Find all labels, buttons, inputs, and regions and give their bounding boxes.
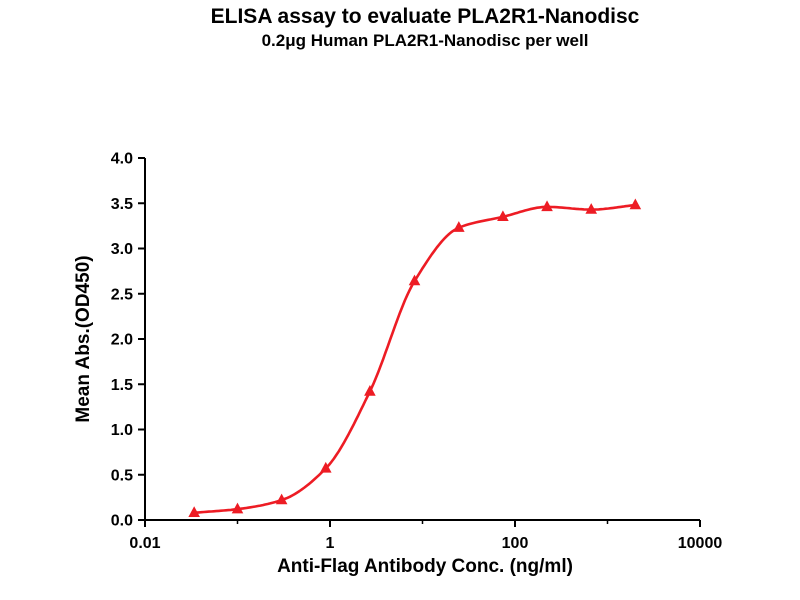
data-point-marker — [319, 461, 332, 473]
fit-curve — [192, 203, 637, 515]
data-point-marker — [497, 210, 509, 222]
y-tick-label: 1.5 — [111, 377, 133, 394]
chart-subtitle: 0.2μg Human PLA2R1-Nanodisc per well — [261, 31, 589, 50]
y-tick-label: 3.5 — [111, 196, 133, 213]
data-point-marker — [231, 502, 244, 514]
data-point-marker — [275, 493, 288, 505]
y-tick-label: 1.0 — [111, 422, 133, 439]
y-tick-label: 2.5 — [111, 286, 133, 303]
data-point-marker — [364, 384, 376, 396]
data-point-marker — [188, 506, 200, 517]
data-point-marker — [629, 198, 642, 210]
y-tick-label: 3.0 — [111, 241, 133, 258]
data-point-marker — [585, 203, 598, 214]
chart-title: ELISA assay to evaluate PLA2R1-Nanodisc — [210, 5, 640, 28]
x-tick-label: 0.01 — [129, 535, 160, 552]
y-tick-label: 4.0 — [111, 151, 133, 168]
y-axis-label: Mean Abs.(OD450) — [73, 255, 94, 423]
y-tick-label: 0.0 — [111, 513, 133, 530]
data-point-marker — [408, 274, 421, 286]
data-point-marker — [541, 200, 553, 212]
x-tick-label: 10000 — [678, 535, 723, 552]
x-axis-label: Anti-Flag Antibody Conc. (ng/ml) — [277, 556, 573, 577]
y-tick-label: 2.0 — [111, 332, 133, 349]
x-tick-label: 1 — [326, 535, 335, 552]
y-tick-label: 0.5 — [111, 467, 133, 484]
x-tick-label: 100 — [502, 535, 529, 552]
data-point-marker — [453, 221, 465, 232]
